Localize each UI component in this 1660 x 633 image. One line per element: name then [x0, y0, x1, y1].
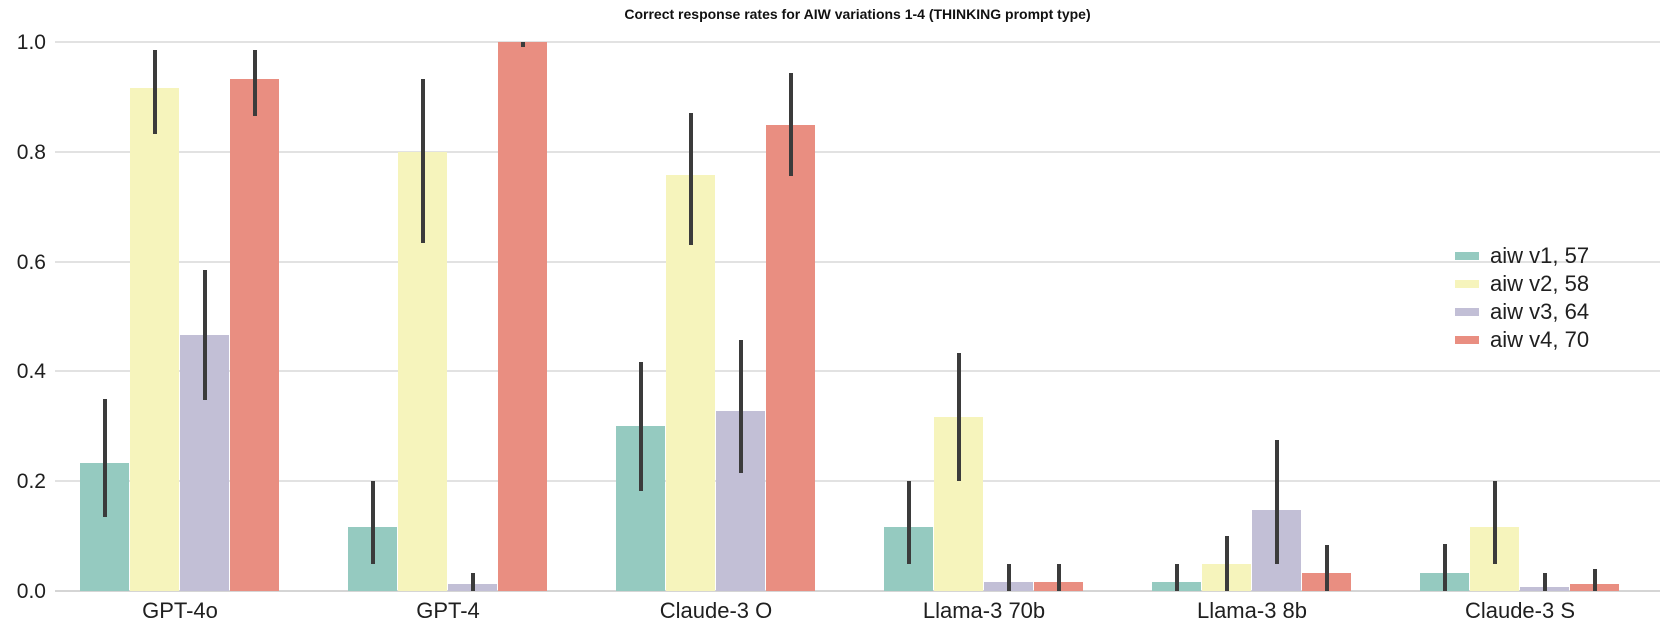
- error-bar: [906, 481, 911, 564]
- legend-item: aiw v4, 70: [1455, 326, 1589, 354]
- error-bar: [688, 113, 693, 246]
- x-category-label: Llama-3 8b: [1196, 598, 1308, 623]
- bar: [230, 78, 279, 591]
- error-bar: [1324, 545, 1329, 591]
- legend-label: aiw v2, 58: [1490, 271, 1590, 296]
- x-category-label: Claude-3 O: [659, 598, 773, 623]
- y-tick-label: 0.4: [16, 360, 46, 384]
- error-bar: [202, 269, 207, 400]
- y-tick-label: 1.0: [16, 31, 46, 54]
- error-bar: [252, 50, 257, 116]
- legend-swatch: [1455, 252, 1479, 260]
- y-tick-label: 0.2: [16, 470, 46, 494]
- error-bar: [1174, 563, 1179, 591]
- gridline: [55, 41, 1660, 43]
- legend-item: aiw v3, 64: [1455, 298, 1589, 326]
- error-bar: [102, 398, 107, 517]
- error-bar: [520, 42, 525, 48]
- x-category-label: GPT-4o: [142, 598, 218, 623]
- legend-item: aiw v1, 57: [1455, 242, 1589, 270]
- error-bar: [1592, 569, 1597, 591]
- y-tick-label: 0.0: [16, 580, 46, 603]
- legend-item: aiw v2, 58: [1455, 270, 1589, 298]
- legend-swatch: [1455, 336, 1479, 344]
- chart-title: Correct response rates for AIW variation…: [624, 6, 1091, 22]
- legend-label: aiw v1, 57: [1490, 243, 1590, 268]
- error-bar: [370, 481, 375, 564]
- gridline: [55, 480, 1660, 483]
- error-bar: [1224, 536, 1229, 591]
- bar: [130, 87, 179, 591]
- error-bar: [152, 50, 157, 134]
- legend: aiw v1, 57 aiw v2, 58 aiw v3, 64 aiw v4, 70: [1455, 242, 1589, 354]
- bar: [766, 125, 815, 591]
- error-bar: [1542, 572, 1547, 591]
- error-bar: [1492, 481, 1497, 564]
- legend-label: aiw v3, 64: [1490, 299, 1590, 324]
- y-tick-label: 0.8: [16, 140, 46, 164]
- error-bar: [1056, 563, 1061, 591]
- gridline: [55, 590, 1660, 592]
- x-category-label: Claude-3 S: [1464, 598, 1576, 623]
- error-bar: [470, 572, 475, 591]
- x-category-label: GPT-4: [416, 598, 480, 623]
- gridline: [55, 370, 1660, 373]
- error-bar: [956, 353, 961, 482]
- error-bar: [788, 73, 793, 177]
- legend-swatch: [1455, 280, 1479, 288]
- gridline: [55, 260, 1660, 263]
- gridline: [55, 150, 1660, 153]
- error-bar: [738, 339, 743, 473]
- y-tick-label: 0.6: [16, 250, 46, 274]
- legend-label: aiw v4, 70: [1490, 327, 1590, 352]
- legend-swatch: [1455, 308, 1479, 316]
- error-bar: [1006, 563, 1011, 591]
- x-category-label: Llama-3 70b: [922, 598, 1046, 623]
- error-bar: [1442, 544, 1447, 591]
- error-bar: [1274, 440, 1279, 564]
- bar: [498, 42, 547, 591]
- error-bar: [420, 78, 425, 244]
- error-bar: [638, 362, 643, 491]
